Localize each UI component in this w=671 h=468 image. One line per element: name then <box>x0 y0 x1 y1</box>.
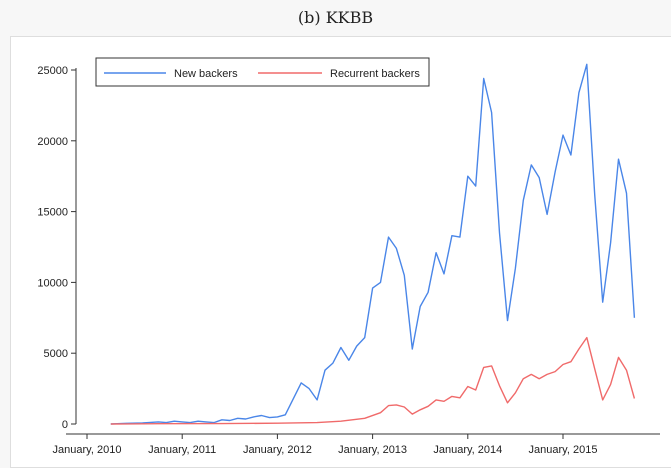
x-tick-label: January, 2011 <box>148 444 216 456</box>
y-tick-label: 25000 <box>37 65 68 77</box>
legend-box <box>95 57 430 87</box>
x-tick-label: January, 2015 <box>529 444 598 456</box>
legend-label: New backers <box>174 68 238 80</box>
series-line-recurrent-backers <box>110 336 636 425</box>
series-line-new-backers <box>110 63 636 425</box>
y-tick-label: 5000 <box>44 348 68 360</box>
legend-label: Recurrent backers <box>330 68 420 80</box>
x-tick-label: January, 2012 <box>243 444 312 456</box>
y-tick-label: 10000 <box>37 277 68 289</box>
x-tick-label: January, 2010 <box>53 444 122 456</box>
x-tick-label: January, 2014 <box>433 444 502 456</box>
x-tick-label: January, 2013 <box>338 444 407 456</box>
y-tick-label: 0 <box>62 419 68 431</box>
y-tick-label: 20000 <box>37 136 68 148</box>
figure-caption: (b) KKBB <box>297 8 374 27</box>
y-tick-label: 15000 <box>37 207 68 219</box>
